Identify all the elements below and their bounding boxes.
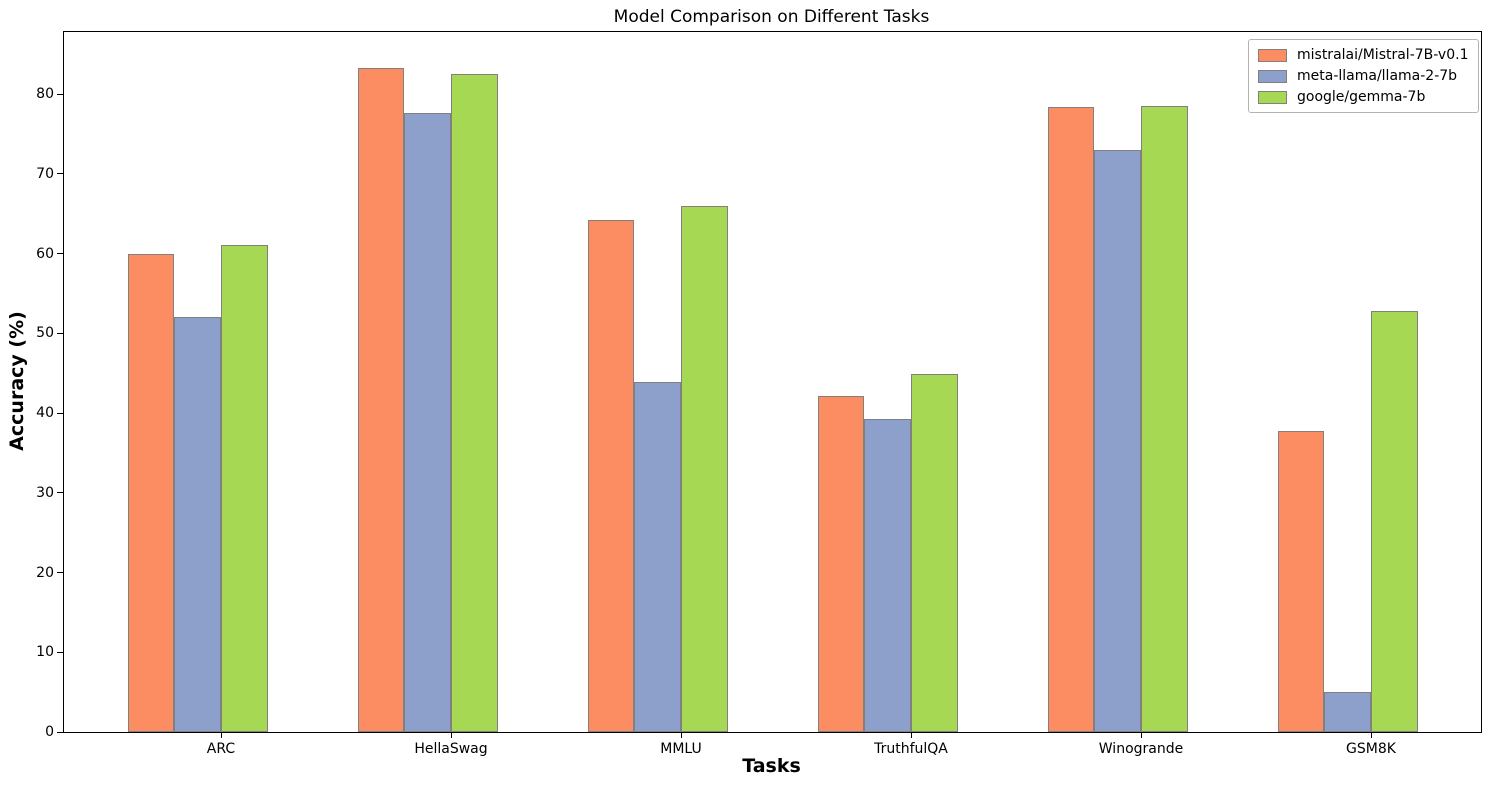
legend-item: mistralai/Mistral-7B-v0.1 — [1258, 46, 1469, 64]
legend-label: mistralai/Mistral-7B-v0.1 — [1297, 47, 1469, 63]
x-tick-mark — [910, 732, 912, 738]
y-tick-mark — [57, 253, 63, 255]
y-tick-label: 80 — [36, 86, 54, 103]
x-tick-mark — [450, 732, 452, 738]
y-tick-label: 30 — [36, 484, 54, 501]
bar-meta-llama-llama-2-7b-hellaswag — [404, 112, 451, 732]
y-tick-label: 50 — [36, 325, 54, 342]
legend-label: meta-llama/llama-2-7b — [1297, 68, 1458, 84]
y-tick-mark — [57, 492, 63, 494]
x-tick-mark — [1140, 732, 1142, 738]
x-tick-label-mmlu: MMLU — [660, 741, 702, 757]
bar-meta-llama-llama-2-7b-winogrande — [1094, 149, 1141, 732]
bar-google-gemma-7b-arc — [221, 244, 268, 732]
y-tick-mark — [57, 651, 63, 653]
bar-google-gemma-7b-mmlu — [681, 205, 728, 732]
bar-google-gemma-7b-hellaswag — [451, 74, 498, 732]
y-axis-label: Accuracy (%) — [6, 311, 28, 451]
y-tick-mark — [57, 731, 63, 733]
bar-mistralai-mistral-7b-v0-1-hellaswag — [357, 67, 405, 732]
bar-google-gemma-7b-gsm8k — [1371, 311, 1418, 732]
y-tick-label: 40 — [36, 405, 54, 422]
x-tick-mark — [220, 732, 222, 738]
legend: mistralai/Mistral-7B-v0.1 meta-llama/llam… — [1248, 39, 1479, 113]
bar-meta-llama-llama-2-7b-gsm8k — [1324, 692, 1371, 732]
bar-mistralai-mistral-7b-v0-1-gsm8k — [1277, 430, 1325, 732]
legend-item: google/gemma-7b — [1258, 88, 1469, 106]
y-tick-label: 0 — [45, 724, 54, 740]
y-tick-label: 10 — [36, 644, 54, 661]
y-tick-mark — [57, 572, 63, 574]
x-tick-mark — [680, 732, 682, 738]
bar-mistralai-mistral-7b-v0-1-arc — [127, 253, 175, 732]
bar-mistralai-mistral-7b-v0-1-winogrande — [1047, 106, 1095, 732]
x-tick-label-truthfulqa: TruthfulQA — [874, 741, 948, 757]
bar-meta-llama-llama-2-7b-arc — [174, 316, 221, 732]
plot-area: 0 10 20 30 40 50 60 70 80 ARC HellaSwag MMLU Truthfu… — [36, 31, 1482, 757]
legend-label: google/gemma-7b — [1297, 89, 1426, 105]
x-tick-label-winogrande: Winogrande — [1098, 741, 1184, 757]
bar-mistralai-mistral-7b-v0-1-truthfulqa — [817, 395, 865, 732]
x-tick-label-hellaswag: HellaSwag — [414, 741, 488, 757]
bar-google-gemma-7b-winogrande — [1141, 106, 1188, 732]
chart-title: Model Comparison on Different Tasks — [613, 7, 930, 27]
x-tick-label-gsm8k: GSM8K — [1346, 741, 1396, 757]
x-tick-mark — [1370, 732, 1372, 738]
bar-meta-llama-llama-2-7b-truthfulqa — [864, 418, 911, 732]
x-axis-label: Tasks — [742, 755, 801, 777]
bar-mistralai-mistral-7b-v0-1-mmlu — [587, 220, 635, 732]
y-tick-mark — [57, 332, 63, 334]
legend-swatch — [1258, 69, 1287, 83]
y-tick-mark — [57, 173, 63, 175]
y-tick-mark — [57, 93, 63, 95]
y-tick-label: 60 — [36, 245, 54, 262]
bar-meta-llama-llama-2-7b-mmlu — [634, 382, 681, 732]
legend-item: meta-llama/llama-2-7b — [1258, 67, 1469, 85]
legend-swatch — [1258, 48, 1287, 62]
legend-swatch — [1258, 90, 1287, 104]
bar-google-gemma-7b-truthfulqa — [911, 374, 958, 732]
y-tick-mark — [57, 412, 63, 414]
y-tick-label: 70 — [36, 165, 54, 182]
x-tick-label-arc: ARC — [206, 741, 236, 757]
y-tick-label: 20 — [36, 564, 54, 581]
